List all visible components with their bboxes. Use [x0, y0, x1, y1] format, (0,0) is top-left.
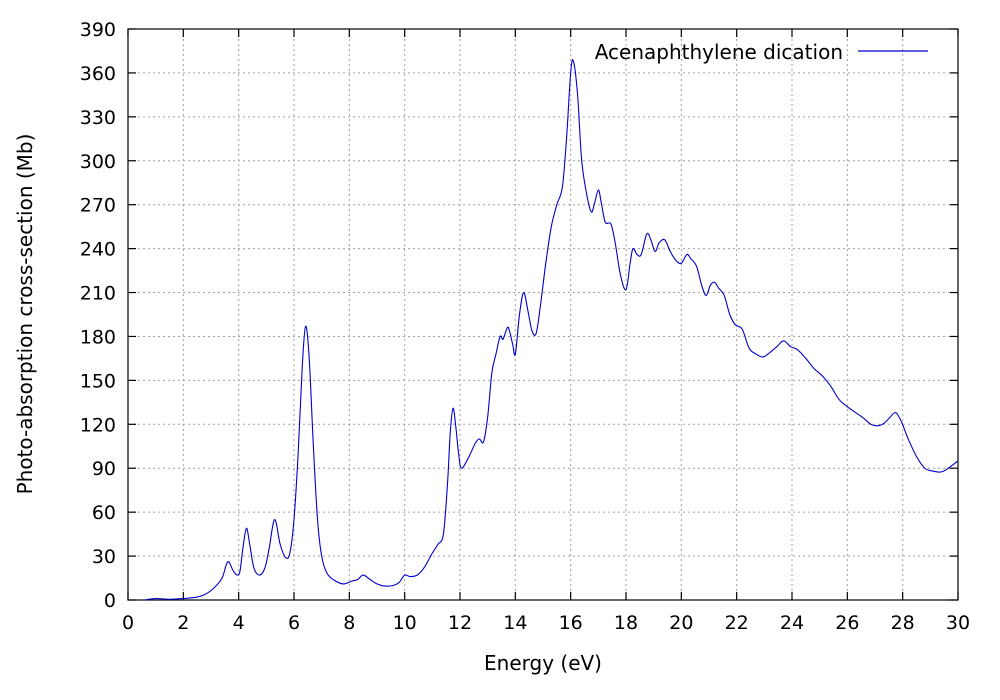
y-tick-label: 90 — [92, 458, 116, 480]
legend-label: Acenaphthylene dication — [595, 40, 843, 64]
x-tick-label: 8 — [343, 612, 355, 634]
x-tick-label: 16 — [559, 612, 583, 634]
y-tick-label: 210 — [80, 283, 116, 305]
y-tick-label: 150 — [80, 370, 116, 392]
x-tick-label: 26 — [835, 612, 859, 634]
x-tick-label: 4 — [233, 612, 245, 634]
x-tick-label: 30 — [946, 612, 970, 634]
y-tick-label: 330 — [80, 107, 116, 129]
y-tick-label: 270 — [80, 195, 116, 217]
x-axis-label: Energy (eV) — [484, 651, 602, 675]
plot-frame — [127, 28, 959, 601]
x-tick-label: 10 — [393, 612, 417, 634]
x-tick-label: 24 — [780, 612, 804, 634]
axis-ticks — [127, 28, 959, 601]
y-tick-label: 180 — [80, 326, 116, 348]
y-tick-label: 30 — [92, 546, 116, 568]
y-tick-label: 60 — [92, 502, 116, 524]
legend: Acenaphthylene dication — [595, 40, 928, 64]
x-tick-label: 2 — [177, 612, 189, 634]
y-tick-label: 0 — [104, 590, 116, 612]
tick-labels: 0 2 4 6 8 10 12 14 16 18 20 22 24 26 28 300306090120150… — [80, 19, 970, 634]
y-axis-label: Photo-absorption cross-section (Mb) — [13, 134, 37, 495]
x-tick-label: 22 — [725, 612, 749, 634]
y-tick-label: 300 — [80, 151, 116, 173]
y-tick-label: 240 — [80, 239, 116, 261]
y-tick-label: 390 — [80, 19, 116, 41]
x-tick-label: 6 — [288, 612, 300, 634]
grid — [128, 29, 958, 600]
y-tick-label: 360 — [80, 63, 116, 85]
x-tick-label: 28 — [891, 612, 915, 634]
x-tick-label: 12 — [448, 612, 472, 634]
x-tick-label: 18 — [614, 612, 638, 634]
x-tick-label: 20 — [669, 612, 693, 634]
x-tick-label: 0 — [122, 612, 134, 634]
series-layer — [144, 59, 959, 601]
y-tick-label: 120 — [80, 414, 116, 436]
series-line-acenaphthylene-dication — [144, 59, 959, 601]
x-tick-label: 14 — [503, 612, 527, 634]
